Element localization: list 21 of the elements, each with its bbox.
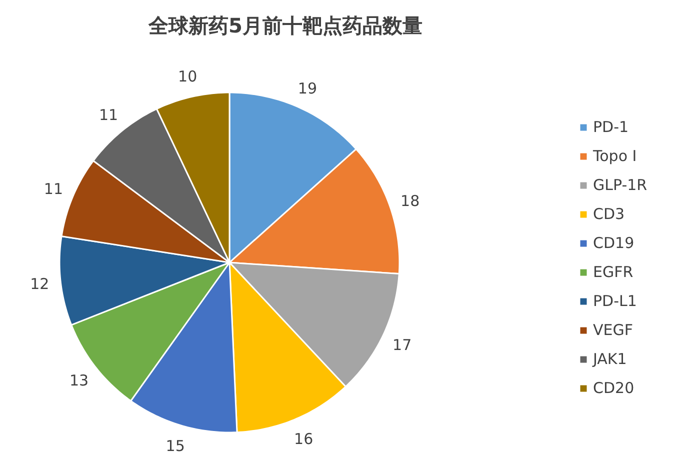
legend-label: JAK1 [593,349,627,369]
legend-label: CD20 [593,378,634,398]
legend-label: Topo I [593,146,637,166]
legend-label: EGFR [593,262,634,282]
data-label: 18 [400,192,420,210]
legend-label: CD3 [593,204,625,224]
data-label: 19 [298,80,317,98]
data-label: 17 [392,336,412,354]
legend-label: PD-L1 [593,291,637,311]
data-label: 15 [166,437,185,456]
chart-title: 全球新药5月前十靶点药品数量 [148,14,422,38]
data-label: 16 [294,430,314,448]
data-label: 12 [30,275,50,294]
data-label: 13 [70,372,89,390]
legend-label: GLP-1R [593,175,648,195]
data-label: 10 [178,68,198,86]
data-label: 11 [44,180,63,198]
legend-label: CD19 [593,233,634,253]
legend-label: VEGF [593,320,633,340]
legend-label: PD-1 [593,117,629,137]
data-label: 11 [98,106,118,124]
